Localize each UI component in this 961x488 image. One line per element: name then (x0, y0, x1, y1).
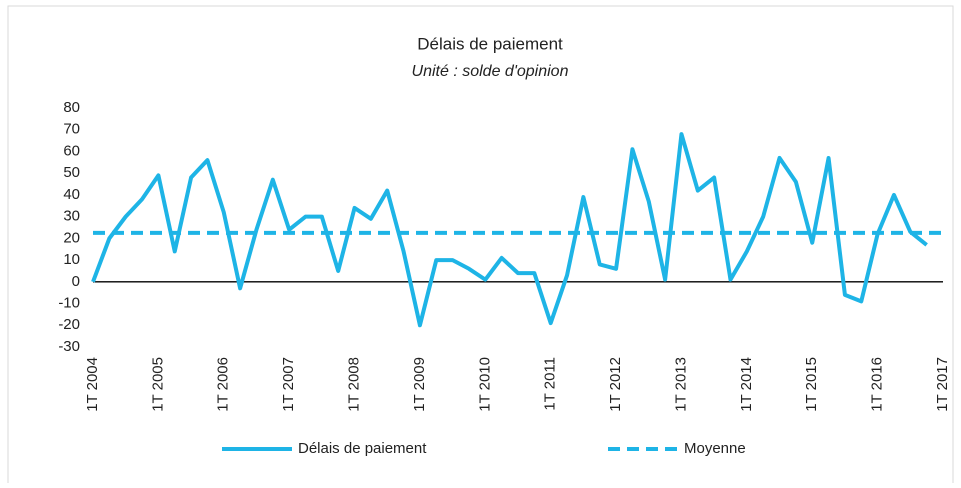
series-line (91, 132, 928, 328)
y-tick-label: 30 (63, 208, 80, 225)
x-tick-label: 1T 2014 (738, 357, 755, 412)
legend-label: Moyenne (684, 440, 746, 457)
y-tick-label: 50 (63, 164, 80, 181)
y-tick-label: -10 (58, 295, 80, 312)
y-tick-label: 70 (63, 121, 80, 138)
y-tick-label: 10 (63, 251, 80, 268)
chart-title: Délais de paiement (417, 34, 563, 53)
chart-border (7, 5, 954, 485)
x-tick-label: 1T 2005 (149, 357, 166, 412)
y-tick-label: 20 (63, 229, 80, 246)
x-tick-label: 1T 2009 (411, 357, 428, 412)
x-tick-label: 1T 2017 (934, 357, 951, 412)
x-tick-label: 1T 2006 (215, 357, 232, 412)
y-tick-label: -20 (58, 316, 80, 333)
x-tick-label: 1T 2008 (346, 357, 363, 412)
y-tick-label: 80 (63, 99, 80, 116)
x-tick-label: 1T 2004 (84, 357, 101, 412)
x-tick-label: 1T 2007 (280, 357, 297, 412)
y-tick-label: -30 (58, 338, 80, 355)
y-tick-label: 0 (72, 273, 80, 290)
x-tick-label: 1T 2010 (476, 357, 493, 412)
y-tick-label: 40 (63, 186, 80, 203)
x-tick-label: 1T 2012 (607, 357, 624, 412)
x-tick-label: 1T 2015 (803, 357, 820, 412)
chart-subtitle: Unité : solde d'opinion (412, 63, 569, 80)
x-tick-label: 1T 2016 (869, 357, 886, 412)
x-tick-label: 1T 2013 (672, 357, 689, 412)
legend-label: Délais de paiement (298, 440, 427, 457)
y-tick-label: 60 (63, 142, 80, 159)
x-tick-label: 1T 2011 (542, 357, 559, 411)
